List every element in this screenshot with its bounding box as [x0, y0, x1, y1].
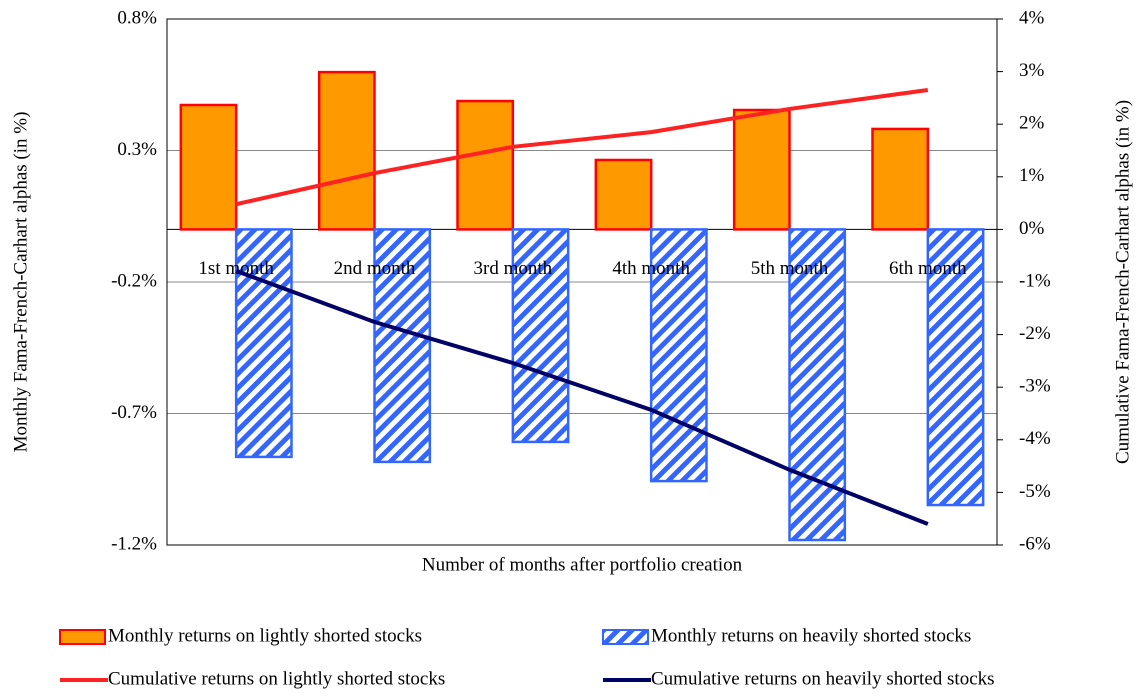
- y2-axis-label: Cumulative Fama-French-Carhart alphas (i…: [1112, 100, 1133, 464]
- y-tick-label: 0.3%: [117, 139, 157, 160]
- y2-tick-label: -2%: [1019, 323, 1051, 344]
- legend-swatch: [59, 629, 106, 645]
- legend-label: Monthly returns on lightly shorted stock…: [108, 625, 422, 646]
- x-tick-label: 3rd month: [474, 258, 553, 279]
- y-tick-label: 0.8%: [117, 7, 157, 28]
- bar: [649, 228, 708, 483]
- y-tick-label: -0.7%: [111, 402, 157, 423]
- y2-tick-label: 2%: [1019, 113, 1045, 134]
- x-tick-label: 6th month: [889, 258, 967, 279]
- bar: [511, 228, 570, 444]
- line: [235, 88, 929, 207]
- y2-tick-label: -6%: [1019, 533, 1051, 554]
- bar: [234, 228, 293, 459]
- y2-tick-label: 1%: [1019, 165, 1045, 186]
- legend-label: Cumulative returns on lightly shorted st…: [108, 668, 445, 689]
- y2-tick-label: 3%: [1019, 60, 1045, 81]
- y2-tick-label: 0%: [1019, 218, 1045, 239]
- line: [235, 269, 929, 526]
- bar: [456, 99, 515, 231]
- y2-tick-label: -3%: [1019, 376, 1051, 397]
- y-axis-label: Monthly Fama-French-Carhart alphas (in %…: [10, 112, 31, 453]
- y-tick-label: -0.2%: [111, 270, 157, 291]
- y2-tick-label: -1%: [1019, 270, 1051, 291]
- x-tick-label: 1st month: [198, 258, 274, 279]
- bar: [317, 70, 376, 231]
- legend-swatch: [602, 629, 649, 645]
- x-tick-label: 2nd month: [334, 258, 416, 279]
- y-tick-label: -1.2%: [111, 533, 157, 554]
- x-tick-label: 4th month: [612, 258, 690, 279]
- x-axis-label: Number of months after portfolio creatio…: [422, 554, 743, 575]
- y2-tick-label: -4%: [1019, 428, 1051, 449]
- bar: [732, 108, 791, 231]
- legend-label: Monthly returns on heavily shorted stock…: [651, 625, 971, 646]
- bar: [926, 228, 985, 507]
- x-tick-label: 5th month: [751, 258, 829, 279]
- bar: [594, 158, 653, 231]
- y2-tick-label: 4%: [1019, 7, 1045, 28]
- legend-label: Cumulative returns on heavily shorted st…: [651, 668, 995, 689]
- plot-frame: [166, 18, 998, 546]
- y2-tick-label: -5%: [1019, 481, 1051, 502]
- bar: [373, 228, 432, 464]
- bar: [871, 127, 930, 231]
- bar: [179, 103, 238, 231]
